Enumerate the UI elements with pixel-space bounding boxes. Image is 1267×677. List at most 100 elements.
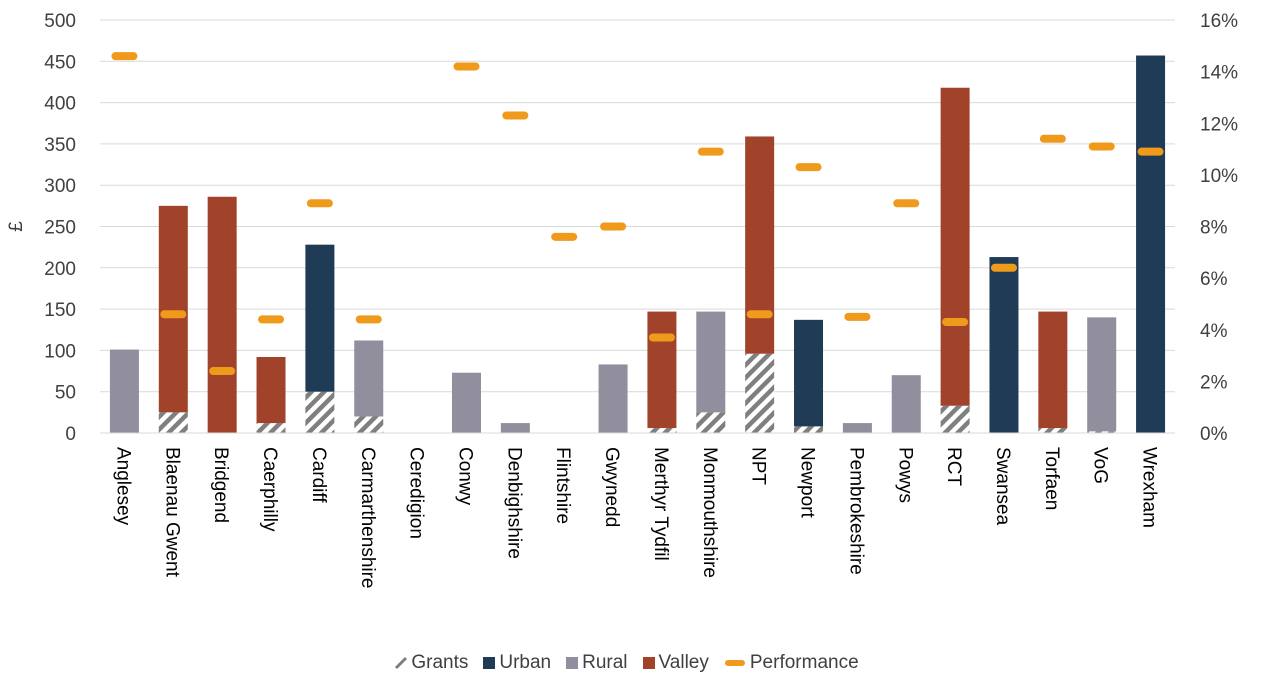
- y-left-tick-label: 500: [44, 11, 76, 32]
- bar-urban-cardiff: [305, 244, 335, 392]
- y-right-tick-label: 8%: [1200, 218, 1228, 239]
- bar-rural-vog: [1087, 317, 1117, 432]
- category-label-npt: NPT: [748, 447, 769, 485]
- performance-marker-monmouthshire: [697, 147, 724, 156]
- bar-grants-blaenau-gwent: [158, 412, 188, 433]
- bar-valley-npt: [745, 136, 775, 354]
- bar-rural-carmarthenshire: [354, 340, 384, 417]
- performance-marker-powys: [893, 199, 920, 208]
- bar-rural-pembrokeshire: [842, 423, 872, 433]
- performance-marker-conwy: [453, 62, 480, 71]
- bar-rural-anglesey: [109, 349, 139, 433]
- legend-item-urban: Urban: [482, 652, 551, 674]
- performance-marker-denbighshire: [502, 111, 529, 120]
- bar-valley-rct: [940, 87, 970, 406]
- legend-label-valley: Valley: [658, 652, 709, 673]
- bar-rural-monmouthshire: [696, 311, 726, 413]
- legend-item-rural: Rural: [565, 652, 628, 674]
- category-label-flintshire: Flintshire: [552, 447, 573, 524]
- y-right-tick-label: 10%: [1200, 166, 1238, 187]
- performance-marker-carmarthenshire: [355, 315, 382, 324]
- y-left-tick-label: 350: [44, 135, 76, 156]
- category-label-caerphilly: Caerphilly: [259, 447, 280, 532]
- performance-marker-vog: [1088, 142, 1115, 151]
- category-label-ceredigion: Ceredigion: [406, 447, 427, 539]
- category-label-vog: VoG: [1090, 447, 1111, 484]
- y-left-tick-label: 450: [44, 52, 76, 73]
- y-right-tick-label: 0%: [1200, 424, 1228, 445]
- performance-marker-pembrokeshire: [844, 312, 871, 321]
- legend-label-urban: Urban: [499, 652, 552, 673]
- bar-grants-rct: [940, 405, 970, 433]
- category-label-merthyr-tydfil: Merthyr Tydfil: [650, 447, 671, 561]
- performance-marker-blaenau-gwent: [160, 310, 187, 319]
- performance-marker-gwynedd: [600, 222, 627, 231]
- legend-label-rural: Rural: [582, 652, 628, 673]
- legend-swatch-valley: [642, 657, 655, 669]
- legend-item-valley: Valley: [642, 652, 709, 674]
- category-label-blaenau-gwent: Blaenau Gwent: [161, 447, 182, 578]
- y-right-tick-label: 4%: [1200, 321, 1228, 342]
- y-right-tick-label: 14%: [1200, 63, 1238, 84]
- performance-marker-npt: [746, 310, 773, 319]
- category-label-anglesey: Anglesey: [112, 447, 133, 526]
- y-right-tick-label: 16%: [1200, 11, 1238, 32]
- performance-marker-cardiff: [306, 199, 333, 208]
- bar-grants-merthyr-tydfil: [647, 428, 677, 433]
- performance-marker-merthyr-tydfil: [648, 333, 675, 342]
- bar-grants-monmouthshire: [696, 412, 726, 433]
- bar-urban-swansea: [989, 257, 1019, 433]
- bar-grants-torfaen: [1038, 428, 1068, 433]
- legend-swatch-rural: [566, 657, 579, 669]
- category-label-bridgend: Bridgend: [210, 447, 231, 523]
- category-label-torfaen: Torfaen: [1041, 447, 1062, 510]
- legend-item-performance: Performance: [723, 652, 859, 674]
- category-label-monmouthshire: Monmouthshire: [699, 447, 720, 578]
- category-label-rct: RCT: [943, 447, 964, 486]
- bar-grants-newport: [794, 426, 824, 433]
- y-left-tick-label: 100: [44, 341, 76, 362]
- y-axis-title: £: [6, 221, 27, 232]
- y-left-tick-label: 150: [44, 300, 76, 321]
- bar-rural-gwynedd: [598, 364, 628, 433]
- y-left-tick-label: 0: [65, 424, 76, 445]
- legend: Grants Urban Rural Valley Performance: [0, 652, 1267, 674]
- legend-swatch-performance: [724, 660, 745, 666]
- category-label-wrexham: Wrexham: [1139, 447, 1160, 528]
- y-right-tick-label: 2%: [1200, 372, 1228, 393]
- performance-marker-anglesey: [111, 52, 138, 61]
- bar-valley-torfaen: [1038, 311, 1068, 429]
- performance-marker-newport: [795, 163, 822, 172]
- bar-grants-vog: [1087, 431, 1117, 433]
- bar-valley-merthyr-tydfil: [647, 311, 677, 429]
- bar-grants-npt: [745, 353, 775, 433]
- bar-grants-caerphilly: [256, 423, 286, 433]
- performance-marker-swansea: [990, 263, 1017, 272]
- y-left-tick-label: 300: [44, 176, 76, 197]
- performance-marker-caerphilly: [258, 315, 285, 324]
- bar-valley-bridgend: [207, 196, 237, 433]
- category-label-carmarthenshire: Carmarthenshire: [357, 447, 378, 589]
- performance-marker-bridgend: [209, 367, 236, 376]
- y-left-tick-label: 400: [44, 94, 76, 115]
- performance-marker-flintshire: [551, 232, 578, 241]
- category-label-powys: Powys: [894, 447, 915, 503]
- legend-swatch-grants: [395, 656, 408, 670]
- category-label-cardiff: Cardiff: [308, 447, 329, 503]
- bar-valley-caerphilly: [256, 357, 286, 424]
- y-left-tick-label: 50: [55, 383, 76, 404]
- bar-grants-carmarthenshire: [354, 416, 384, 433]
- category-label-gwynedd: Gwynedd: [601, 447, 622, 527]
- bar-rural-denbighshire: [500, 423, 530, 433]
- bar-urban-newport: [794, 319, 824, 427]
- y-left-tick-label: 200: [44, 259, 76, 280]
- legend-item-grants: Grants: [394, 652, 468, 674]
- performance-marker-torfaen: [1039, 134, 1066, 143]
- category-label-conwy: Conwy: [454, 447, 475, 506]
- legend-swatch-urban: [483, 657, 496, 669]
- category-label-denbighshire: Denbighshire: [503, 447, 524, 559]
- bar-grants-cardiff: [305, 391, 335, 433]
- bar-rural-powys: [891, 375, 921, 433]
- performance-marker-wrexham: [1137, 147, 1164, 156]
